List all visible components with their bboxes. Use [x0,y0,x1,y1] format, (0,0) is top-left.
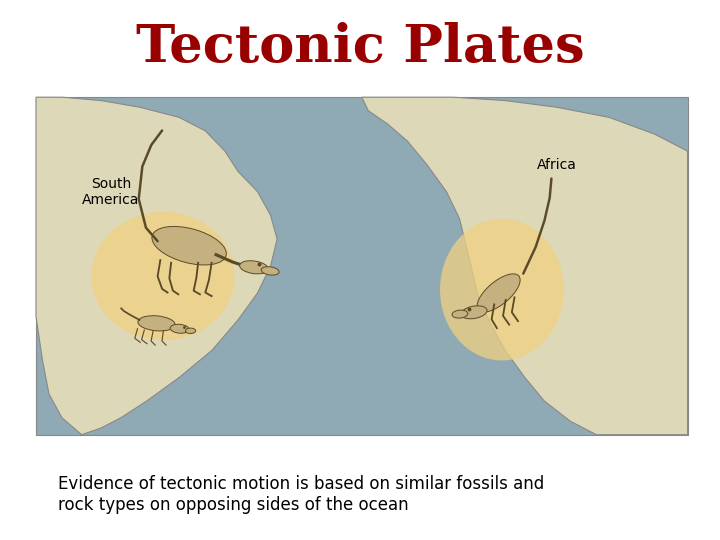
Polygon shape [362,97,688,435]
Text: Evidence of tectonic motion is based on similar fossils and
rock types on opposi: Evidence of tectonic motion is based on … [58,475,544,514]
Text: Tectonic Plates: Tectonic Plates [135,22,585,72]
Ellipse shape [440,219,564,361]
Bar [36,97,688,435]
Ellipse shape [152,226,226,265]
Ellipse shape [240,261,269,274]
Text: South
America: South America [82,177,140,207]
Ellipse shape [138,316,175,331]
Ellipse shape [261,267,279,275]
Ellipse shape [91,212,235,340]
Ellipse shape [477,274,520,312]
Polygon shape [36,97,277,435]
Text: Africa: Africa [537,158,577,172]
Ellipse shape [170,325,189,333]
Ellipse shape [186,328,196,334]
Ellipse shape [452,310,468,318]
Ellipse shape [461,306,487,319]
